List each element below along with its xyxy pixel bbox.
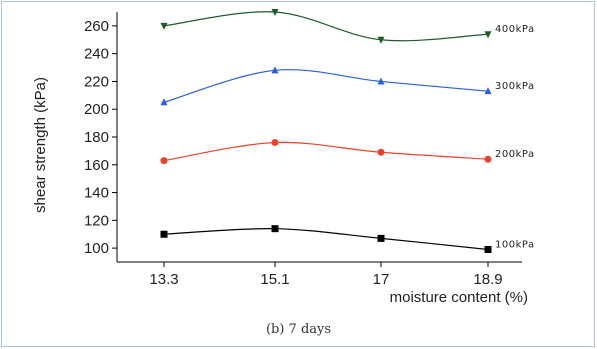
x-tick-label: 13.3 xyxy=(149,271,178,288)
series-line xyxy=(163,228,489,251)
series-line xyxy=(163,141,489,162)
y-axis-title: shear strength (kPa) xyxy=(32,77,49,213)
shear-strength-chart: 100 120 140 160 180 200 220 240 260 13.3 15.1 17 18.… xyxy=(32,9,535,306)
series-label: 400kPa xyxy=(495,24,535,35)
data-point-triangle-up xyxy=(271,66,279,74)
series-100kpa: 100kPa xyxy=(160,225,535,253)
data-point-circle xyxy=(377,148,385,156)
data-point-triangle-down xyxy=(377,36,385,44)
data-point-triangle-down xyxy=(271,9,279,16)
series-300kpa: 300kPa xyxy=(160,66,535,106)
series-line xyxy=(163,11,489,42)
data-point-square xyxy=(377,234,385,242)
x-tick-label: 15.1 xyxy=(260,271,289,288)
series-200kpa: 200kPa xyxy=(160,139,535,165)
y-tick-label: 220 xyxy=(84,73,109,90)
data-point-circle xyxy=(271,139,279,147)
data-point-square xyxy=(271,225,279,233)
series-label: 100kPa xyxy=(495,240,535,251)
data-point-square xyxy=(160,230,168,238)
y-tick-label: 180 xyxy=(84,129,109,146)
data-point-triangle-down xyxy=(484,31,492,39)
data-point-square xyxy=(484,246,492,253)
x-tick-label: 17 xyxy=(373,271,390,288)
y-tick-label: 200 xyxy=(84,101,109,118)
series-layer: 100kPa 200kPa 300kPa 400kPa xyxy=(160,9,535,253)
y-tick-label: 140 xyxy=(84,185,109,202)
series-line xyxy=(163,69,489,103)
y-tick-label: 240 xyxy=(84,46,109,63)
data-point-triangle-down xyxy=(160,22,168,30)
data-point-circle xyxy=(484,155,492,163)
series-label: 300kPa xyxy=(495,81,535,92)
x-tick-label: 18.9 xyxy=(473,271,502,288)
data-point-circle xyxy=(160,157,168,165)
series-label: 200kPa xyxy=(495,149,535,160)
data-point-triangle-up xyxy=(484,87,492,95)
series-400kpa: 400kPa xyxy=(160,9,535,44)
data-point-triangle-up xyxy=(377,77,385,85)
y-tick-label: 120 xyxy=(84,212,109,229)
y-tick-label: 160 xyxy=(84,157,109,174)
axes: 100 120 140 160 180 200 220 240 260 13.3 15.1 17 18.… xyxy=(84,12,522,288)
figure-caption: (b) 7 days xyxy=(265,322,332,337)
y-tick-label: 260 xyxy=(84,18,109,35)
data-point-triangle-up xyxy=(160,98,168,106)
x-axis-title: moisture content (%) xyxy=(390,289,528,306)
y-tick-label: 100 xyxy=(84,240,109,257)
